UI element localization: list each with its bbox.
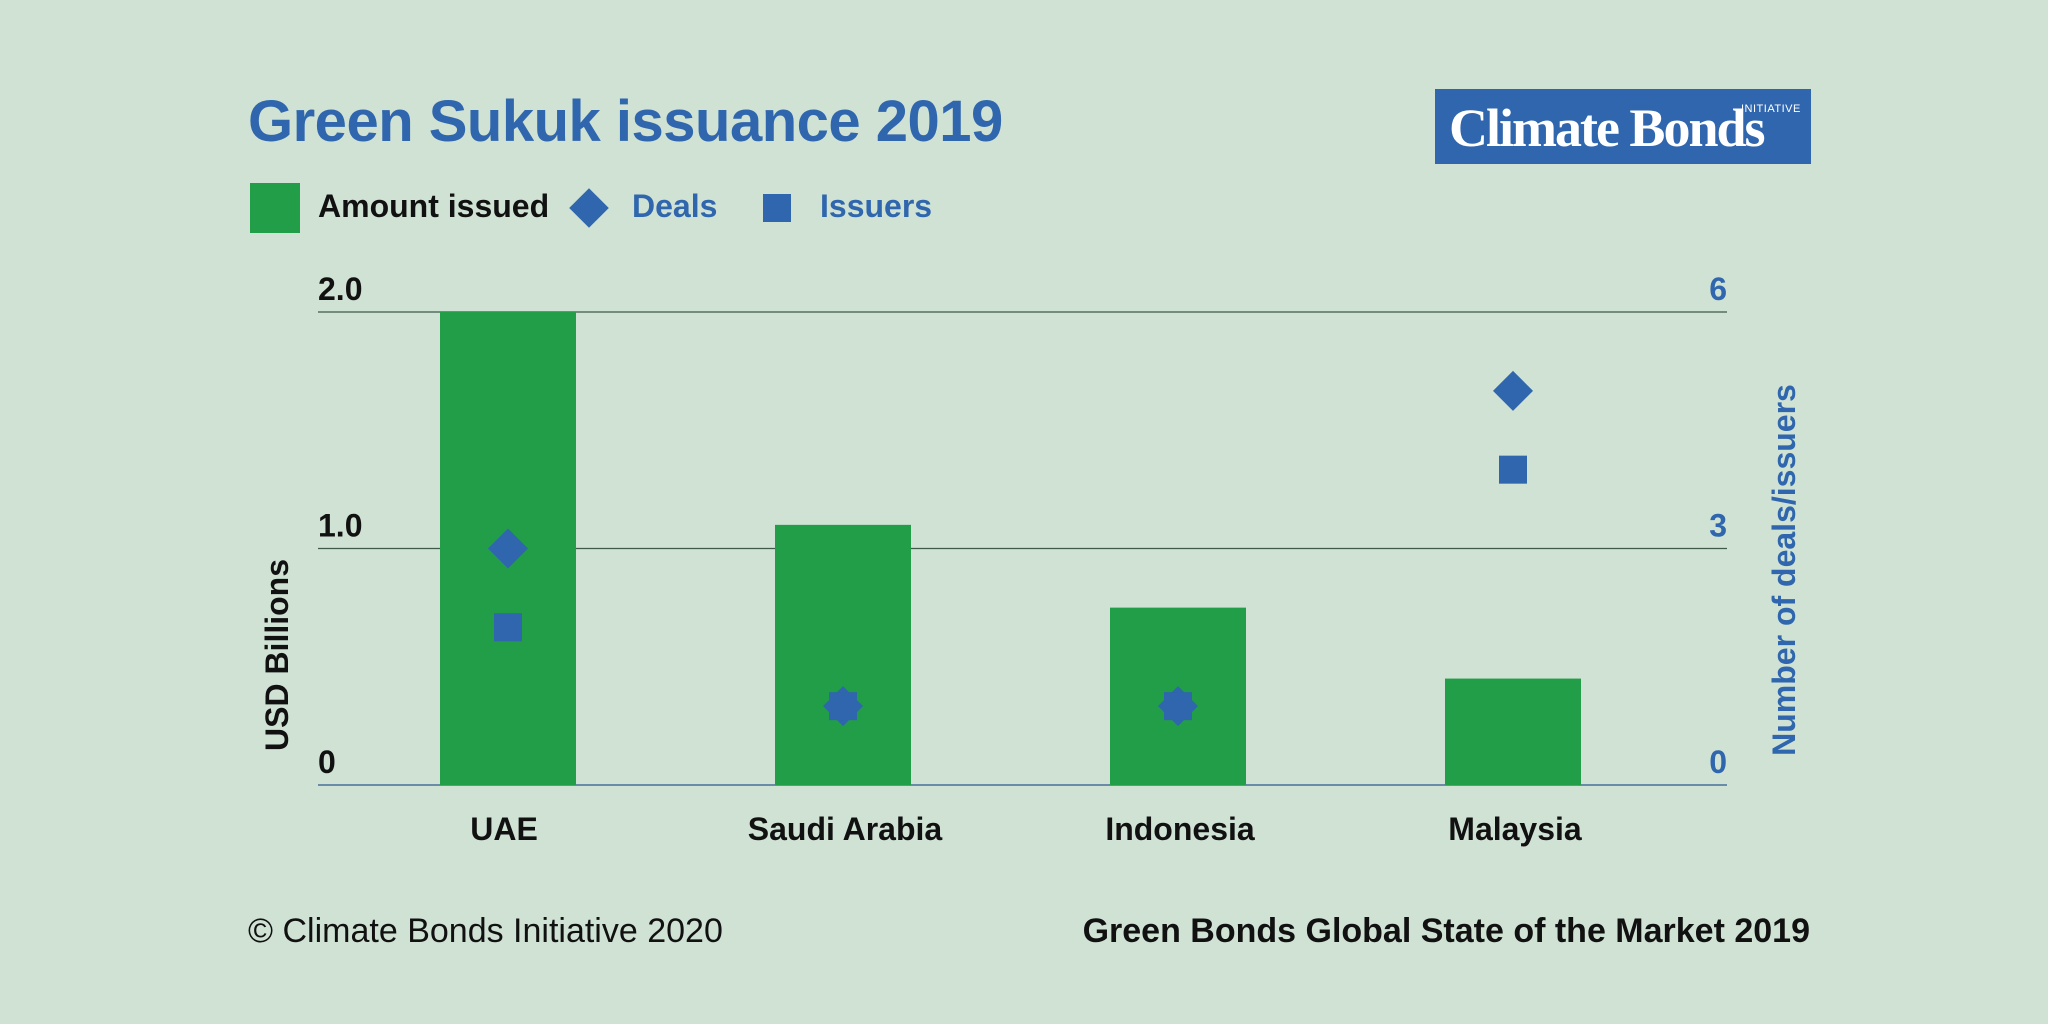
logo-text: Climate Bonds <box>1449 98 1766 158</box>
deals-marker <box>1493 370 1533 411</box>
logo-superscript: INITIATIVE <box>1741 103 1801 115</box>
y2-tick-label: 0 <box>1709 744 1727 780</box>
y-axis-title: USD Billions <box>259 559 295 751</box>
copyright-text: © Climate Bonds Initiative 2020 <box>248 912 723 950</box>
issuers-marker <box>1499 455 1527 484</box>
bar <box>775 524 911 785</box>
y2-axis-title: Number of deals/issuers <box>1766 384 1802 756</box>
issuers-marker <box>1164 692 1192 721</box>
x-tick-label: UAE <box>470 811 538 847</box>
bar <box>1445 678 1581 785</box>
x-tick-label: Saudi Arabia <box>748 811 943 847</box>
y2-tick-label: 6 <box>1709 271 1727 307</box>
legend-bar-swatch <box>250 183 300 233</box>
y-tick-label: 2.0 <box>318 271 362 307</box>
square-icon <box>763 194 791 222</box>
y-tick-label: 1.0 <box>318 508 362 544</box>
y2-tick-label: 3 <box>1709 508 1727 544</box>
legend-label-amount: Amount issued <box>318 188 550 224</box>
report-title: Green Bonds Global State of the Market 2… <box>1082 912 1810 950</box>
issuers-marker <box>829 692 857 721</box>
x-tick-label: Indonesia <box>1105 811 1255 847</box>
issuers-marker <box>494 613 522 642</box>
chart-title: Green Sukuk issuance 2019 <box>248 89 1003 154</box>
legend-label-issuers: Issuers <box>820 188 933 224</box>
climate-bonds-logo: Climate Bonds INITIATIVE <box>1435 89 1811 164</box>
deals-marker <box>488 528 528 569</box>
legend-label-deals: Deals <box>632 188 718 224</box>
x-tick-label: Malaysia <box>1448 811 1582 847</box>
y-tick-label: 0 <box>318 744 336 780</box>
